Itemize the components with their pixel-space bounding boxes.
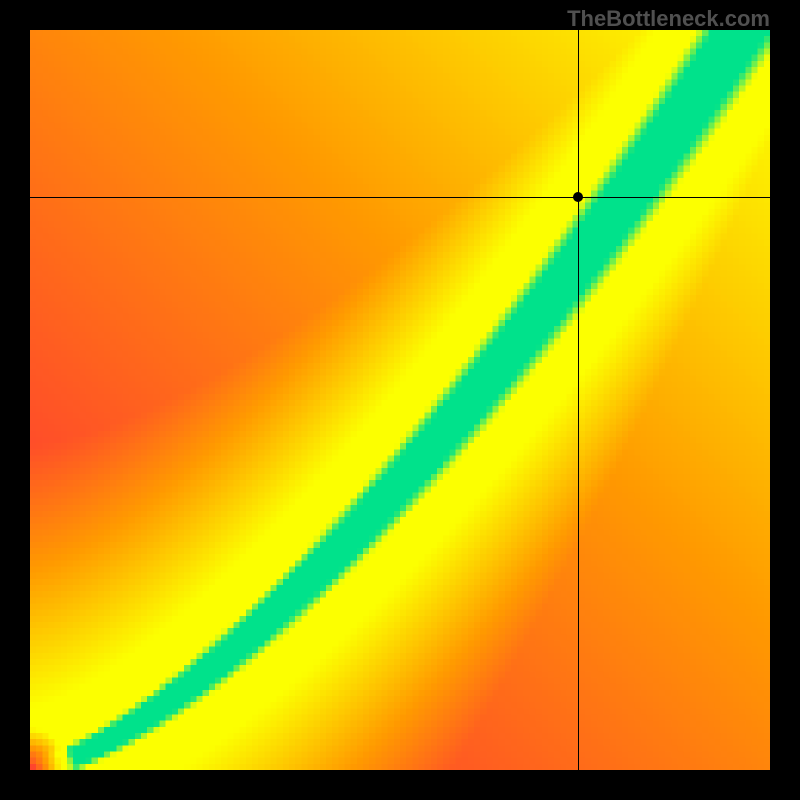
crosshair-horizontal <box>30 197 770 198</box>
crosshair-marker <box>573 192 583 202</box>
crosshair-vertical <box>578 30 579 770</box>
heatmap-plot <box>30 30 770 770</box>
watermark-text: TheBottleneck.com <box>567 6 770 32</box>
heatmap-canvas <box>30 30 770 770</box>
